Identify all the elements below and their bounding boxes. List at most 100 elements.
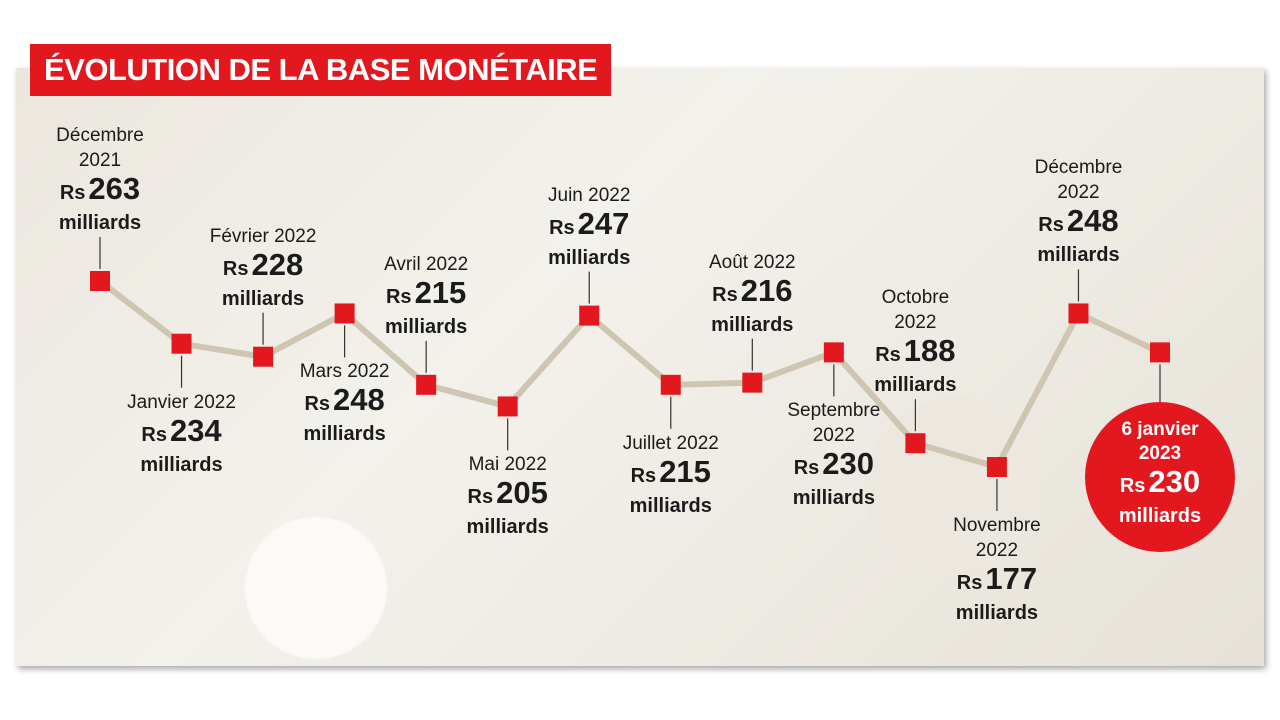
data-point	[905, 433, 926, 454]
point-label: Avril 2022 Rs215 milliards	[351, 252, 501, 339]
data-point	[579, 305, 600, 326]
data-line	[98, 278, 1162, 470]
data-point	[1068, 303, 1089, 324]
unit-label: milliards	[221, 287, 305, 310]
unit-label: milliards	[548, 246, 631, 269]
data-point	[660, 374, 681, 395]
value-label: 230	[822, 446, 874, 482]
highlight-circle: 6 janvier 2023 Rs230 milliards	[1085, 402, 1235, 553]
value-line: Rs228	[188, 246, 338, 287]
currency-label: Rs	[467, 486, 494, 509]
data-point	[334, 303, 355, 324]
currency-label: Rs	[875, 344, 901, 367]
data-point	[497, 396, 518, 417]
data-point	[742, 372, 763, 393]
point-label: 6 janvier 2023 Rs230 milliards	[1085, 418, 1235, 528]
date-label: Février 2022	[209, 225, 317, 247]
point-label: Février 2022 Rs228 milliards	[188, 224, 338, 311]
data-point	[823, 342, 844, 363]
date-label: Novembre 2022	[953, 515, 1041, 561]
point-label: Octobre 2022 Rs188 milliards	[840, 285, 990, 397]
unit-label: milliards	[955, 602, 1039, 624]
date-label: Décembre 2022	[1034, 157, 1123, 204]
point-label: Juin 2022 Rs247 milliards	[514, 183, 664, 270]
currency-label: Rs	[712, 283, 738, 306]
data-point	[1150, 342, 1170, 363]
unit-label: milliards	[874, 374, 957, 397]
chart-title: ÉVOLUTION DE LA BASE MONÉTAIRE	[30, 44, 612, 96]
unit-label: milliards	[303, 423, 386, 446]
value-label: 216	[740, 272, 793, 308]
date-label: Mars 2022	[299, 361, 390, 383]
data-point	[171, 333, 192, 354]
value-line: Rs234	[107, 412, 257, 453]
currency-label: Rs	[1038, 214, 1064, 237]
unit-label: milliards	[792, 487, 875, 510]
value-label: 230	[1148, 464, 1201, 500]
date-label: 6 janvier 2023	[1121, 419, 1199, 465]
data-point	[90, 271, 110, 291]
value-line: Rs248	[270, 384, 420, 422]
value-line: Rs263	[25, 173, 175, 211]
data-point	[253, 346, 274, 367]
value-label: 228	[251, 246, 304, 282]
chart-panel	[16, 68, 1264, 666]
unit-label: milliards	[385, 315, 468, 338]
currency-label: Rs	[385, 285, 412, 308]
value-line: Rs230	[759, 448, 909, 486]
value-label: 177	[985, 561, 1038, 596]
currency-label: Rs	[1119, 475, 1146, 498]
data-point	[416, 374, 437, 395]
value-line: Rs215	[351, 274, 501, 315]
value-line: Rs230	[1085, 466, 1235, 504]
point-label: Janvier 2022 Rs234 milliards	[107, 390, 257, 477]
point-label: Décembre 2022 Rs248 milliards	[1003, 155, 1153, 267]
point-label: Novembre 2022 Rs177 milliards	[922, 513, 1072, 625]
date-label: Janvier 2022	[127, 391, 236, 413]
currency-label: Rs	[222, 257, 249, 280]
point-label: Juillet 2022 Rs215 milliards	[596, 431, 746, 518]
currency-label: Rs	[793, 457, 820, 480]
value-line: Rs247	[514, 205, 664, 246]
value-line: Rs248	[1003, 205, 1153, 243]
value-label: 205	[496, 475, 548, 511]
value-line: Rs216	[677, 272, 827, 313]
currency-label: Rs	[549, 216, 575, 239]
date-label: Décembre 2021	[56, 125, 144, 171]
currency-label: Rs	[956, 572, 983, 594]
date-label: Septembre 2022	[787, 400, 881, 447]
unit-label: milliards	[1037, 244, 1120, 267]
value-line: Rs177	[922, 563, 1072, 601]
date-label: Juillet 2022	[622, 432, 719, 454]
unit-label: milliards	[629, 494, 712, 517]
date-label: Juin 2022	[548, 184, 631, 206]
value-label: 248	[1066, 203, 1119, 239]
point-label: Mai 2022 Rs205 milliards	[433, 452, 583, 539]
unit-label: milliards	[711, 313, 794, 336]
value-label: 215	[414, 274, 467, 310]
value-line: Rs215	[596, 453, 746, 494]
value-label: 263	[88, 171, 141, 206]
value-label: 188	[903, 333, 956, 369]
unit-label: milliards	[140, 453, 223, 476]
date-label: Mai 2022	[468, 454, 547, 476]
unit-label: milliards	[466, 516, 549, 539]
value-label: 215	[659, 453, 711, 489]
date-label: Avril 2022	[384, 253, 469, 275]
unit-label: milliards	[58, 212, 142, 234]
data-point	[986, 457, 1007, 477]
currency-label: Rs	[59, 182, 86, 204]
currency-label: Rs	[141, 423, 167, 446]
date-label: Août 2022	[708, 251, 796, 273]
unit-label: milliards	[1118, 505, 1202, 528]
currency-label: Rs	[630, 464, 657, 487]
point-label: Décembre 2021 Rs263 milliards	[25, 123, 175, 235]
value-label: 248	[333, 382, 385, 418]
point-label: Septembre 2022 Rs230 milliards	[759, 398, 909, 510]
value-label: 247	[577, 205, 630, 241]
value-label: 234	[169, 412, 222, 448]
date-label: Octobre 2022	[881, 287, 950, 334]
point-label: Août 2022 Rs216 milliards	[677, 250, 827, 337]
